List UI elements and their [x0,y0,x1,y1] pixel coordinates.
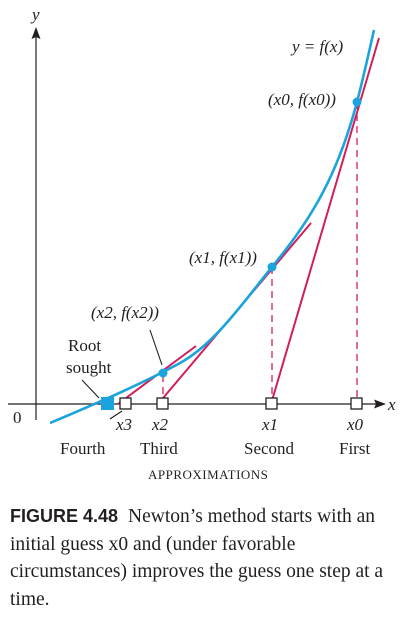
tangent-at-x0 [270,37,380,405]
approx-label-third: Third [140,439,178,458]
root-label-line1: Root [68,336,101,355]
marker-x2 [156,397,169,410]
newton-method-diagram: y x 0 y = f(x) (x0, f(x0)) (x1, f(x1)) (… [8,5,396,482]
point-label-x2: (x2, f(x2)) [91,303,159,322]
tick-label-x1: x1 [261,415,278,434]
approx-label-second: Second [244,439,295,458]
point-label-x1: (x1, f(x1)) [189,248,257,267]
marker-x3 [119,397,132,410]
dashed-guides [162,102,358,398]
axes [8,27,386,420]
tangent-lines [117,37,380,405]
approximations-heading: APPROXIMATIONS [148,467,268,482]
marker-x1 [265,397,278,410]
tick-label-x2: x2 [151,415,169,434]
root-pointer-line [81,379,100,399]
point-x0 [352,97,362,107]
tick-label-x0: x0 [346,415,364,434]
marker-x0 [350,397,363,410]
approx-label-first: First [339,439,370,458]
x2-pointer-line [149,329,163,366]
figure-caption: FIGURE 4.48 Newton’s method starts with a… [10,503,392,613]
point-label-x0: (x0, f(x0)) [268,90,336,109]
point-x1 [267,262,277,272]
caption-label: FIGURE 4.48 [10,506,119,526]
x-axis-arrow-icon [374,399,386,409]
approx-label-fourth: Fourth [60,439,106,458]
x-axis-label: x [387,395,396,414]
approximation-markers [119,397,363,410]
caption-text: Newton’s method starts with an initial g… [10,506,384,610]
x3-pointer-line [109,410,123,420]
y-axis-arrow-icon [31,27,41,39]
y-axis-label: y [30,5,40,24]
curve-points [158,97,362,378]
tick-label-x3: x3 [115,415,132,434]
origin-label: 0 [13,408,22,427]
root-label-line2: sought [66,358,112,377]
point-x2 [158,368,168,378]
root-marker [101,397,114,410]
curve-label: y = f(x) [290,37,343,56]
